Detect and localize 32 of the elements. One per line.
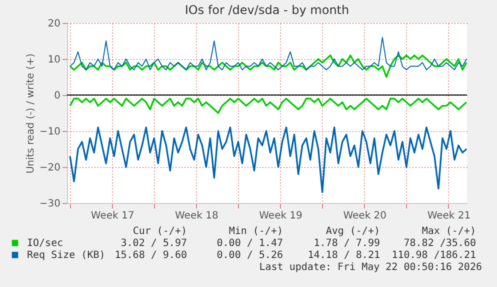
x-tick-label: Week 21 (427, 210, 471, 222)
y-tick-label: 0 (54, 90, 60, 102)
y-tick-label: 20 (48, 18, 60, 30)
text: 3.02 / 5.97 (120, 238, 187, 249)
y-tick-label: −30 (39, 198, 60, 210)
y-tick-label: −10 (39, 126, 60, 138)
text: 0.00 / 5.26 (216, 250, 283, 261)
text: Cur (-/+) (132, 226, 187, 237)
legend-label: Req Size (KB) (27, 250, 106, 261)
text: 0.00 / 1.47 (216, 238, 283, 249)
text: Avg (-/+) (326, 226, 380, 237)
text: Last update: Fri May 22 00:50:16 2026 (259, 262, 482, 273)
y-tick-label: −20 (39, 162, 60, 174)
y-tick-label: 10 (48, 54, 60, 66)
line-series (69, 126, 468, 194)
x-tick-label: Week 20 (343, 210, 387, 222)
legend-label: IO/sec (27, 238, 64, 249)
chart-title: IOs for /dev/sda - by month (184, 3, 350, 17)
text: 110.98 /186.21 (392, 250, 476, 261)
line-series (69, 54, 468, 78)
y-axis-title: Units read (-) / write (+) (25, 53, 36, 174)
x-tick-label: Week 19 (259, 210, 302, 222)
text: 1.78 / 7.99 (314, 238, 380, 249)
x-tick-label: Week 18 (175, 210, 218, 222)
text: Min (-/+) (228, 226, 283, 237)
text: 15.68 / 9.60 (114, 250, 187, 261)
x-tick-label: Week 17 (90, 210, 134, 222)
text: 78.82 /35.60 (404, 238, 476, 249)
line-series (70, 36, 467, 70)
text: 14.18 / 8.21 (308, 250, 380, 261)
text: Max (-/+) (422, 226, 476, 237)
line-series (69, 98, 468, 114)
